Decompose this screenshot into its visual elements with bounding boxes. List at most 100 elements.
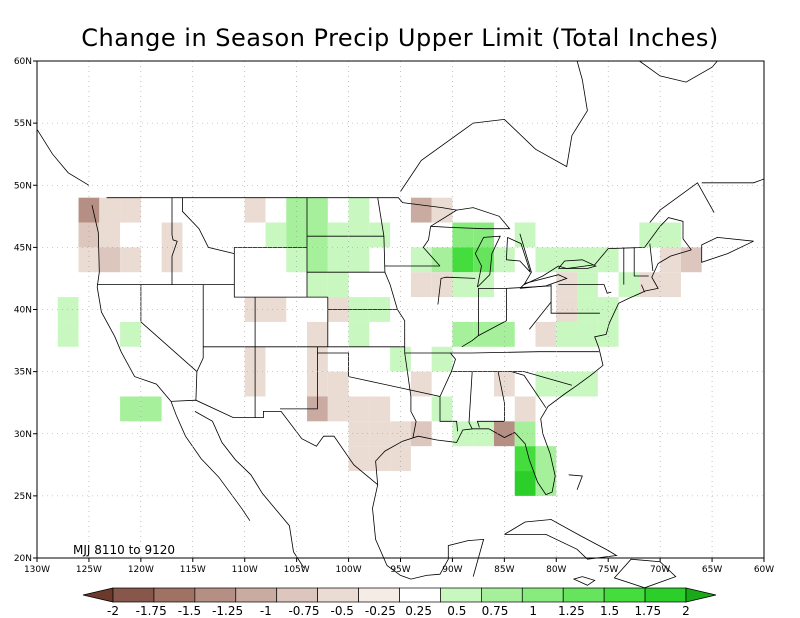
data-cell: [577, 371, 598, 397]
boundary-line: [280, 346, 318, 410]
lat-tick-label: 30N: [14, 430, 32, 440]
data-cell: [597, 297, 619, 322]
colorbar-max-arrow: [685, 587, 717, 603]
data-cell: [514, 471, 536, 496]
colorbar: -2 -1.75 -1.5 -1.25 -1 -0.75 -0.5 -0.25 0.25 0.5 0…: [82, 587, 717, 618]
boundary-line: [474, 235, 501, 288]
colorbar-label: 1.5: [600, 604, 619, 618]
data-cell: [307, 321, 328, 347]
data-cell: [597, 247, 619, 273]
boundary-line: [36, 129, 90, 186]
data-cell: [514, 446, 536, 472]
data-cell: [327, 396, 349, 422]
colorbar-swatch: [194, 587, 237, 603]
data-cell: [348, 247, 370, 273]
data-cell: [556, 247, 578, 273]
boundary-line: [497, 371, 505, 422]
lon-tick-label: 110W: [232, 565, 258, 575]
data-cell: [452, 272, 474, 298]
data-cell: [660, 247, 681, 273]
boundary-line: [195, 284, 204, 401]
boundary-line: [478, 288, 507, 336]
data-cell: [577, 247, 598, 273]
data-cell: [410, 371, 432, 397]
data-cell: [327, 272, 349, 298]
boundary-line: [701, 178, 765, 184]
data-cell: [597, 321, 619, 347]
lat-tick-label: 45N: [14, 243, 32, 253]
lat-tick-label: 20N: [14, 554, 32, 564]
data-cell: [327, 247, 349, 273]
boundary-line: [194, 411, 305, 569]
boundary-line: [437, 276, 476, 305]
data-cell: [556, 297, 578, 322]
data-cell: [57, 297, 79, 322]
data-cell: [493, 371, 515, 397]
colorbar-label: 1: [529, 604, 537, 618]
data-cell: [514, 396, 536, 422]
boundary-line: [171, 197, 178, 285]
boundary-line: [430, 207, 511, 230]
boundary-line: [182, 197, 235, 254]
data-cell: [369, 446, 391, 472]
lat-tick-label: 40N: [14, 306, 32, 316]
boundary-line: [400, 60, 588, 192]
lon-tick-label: 125W: [76, 565, 102, 575]
lon-tick-label: 80W: [546, 565, 566, 575]
data-cell: [535, 446, 557, 472]
boundary-line: [523, 371, 573, 386]
colorbar-swatch: [603, 587, 646, 603]
data-cell: [431, 396, 453, 422]
data-cell: [535, 247, 557, 273]
data-cell: [120, 321, 141, 347]
data-cell: [410, 272, 432, 298]
colorbar-swatch: [153, 587, 196, 603]
data-cell: [369, 421, 391, 447]
boundary-line: [504, 519, 618, 560]
axis-ticks: 130W 125W 120W 115W 110W 105W 100W 95W 90W 85W 80W…: [14, 57, 774, 575]
boundary-line: [422, 226, 441, 267]
lat-lon-grid: [37, 61, 764, 558]
colorbar-label: 0.75: [482, 604, 509, 618]
data-cell: [57, 321, 79, 347]
data-cell: [348, 446, 370, 472]
data-cell: [473, 272, 494, 298]
boundary-line: [558, 259, 597, 269]
boundary-line: [511, 371, 547, 408]
data-cell: [78, 197, 100, 223]
data-cell: [473, 247, 494, 273]
colorbar-label: -0.75: [288, 604, 319, 618]
boundary-line: [639, 60, 718, 83]
data-cell: [307, 197, 328, 223]
colorbar-label: -2: [107, 604, 119, 618]
lon-tick-label: 65W: [702, 565, 722, 575]
data-cell: [348, 321, 370, 347]
data-cell: [514, 421, 536, 447]
colorbar-label: -1.25: [212, 604, 243, 618]
lat-tick-label: 55N: [14, 119, 32, 129]
colorbar-label: -1.5: [178, 604, 201, 618]
state-boundaries: [36, 60, 765, 589]
data-cell: [120, 197, 141, 223]
lat-tick-label: 50N: [14, 181, 32, 191]
boundary-line: [505, 237, 531, 273]
data-cell: [369, 222, 391, 248]
lon-tick-label: 120W: [128, 565, 154, 575]
data-cell: [452, 247, 474, 273]
colorbar-swatch: [562, 587, 605, 603]
data-cell: [120, 396, 141, 422]
data-cell: [556, 321, 578, 347]
lon-tick-label: 100W: [336, 565, 362, 575]
lon-tick-label: 60W: [754, 565, 774, 575]
colorbar-label: -1: [260, 604, 272, 618]
boundary-line: [410, 396, 417, 438]
colorbar-swatch: [276, 587, 318, 603]
map-title: Change in Season Precip Upper Limit (Tot…: [81, 24, 719, 52]
colorbar-label: 0.25: [405, 604, 432, 618]
boundary-line: [372, 484, 485, 580]
boundary-line: [701, 236, 754, 263]
lon-tick-label: 85W: [494, 565, 514, 575]
data-cell: [660, 272, 681, 298]
data-cell: [99, 222, 121, 248]
